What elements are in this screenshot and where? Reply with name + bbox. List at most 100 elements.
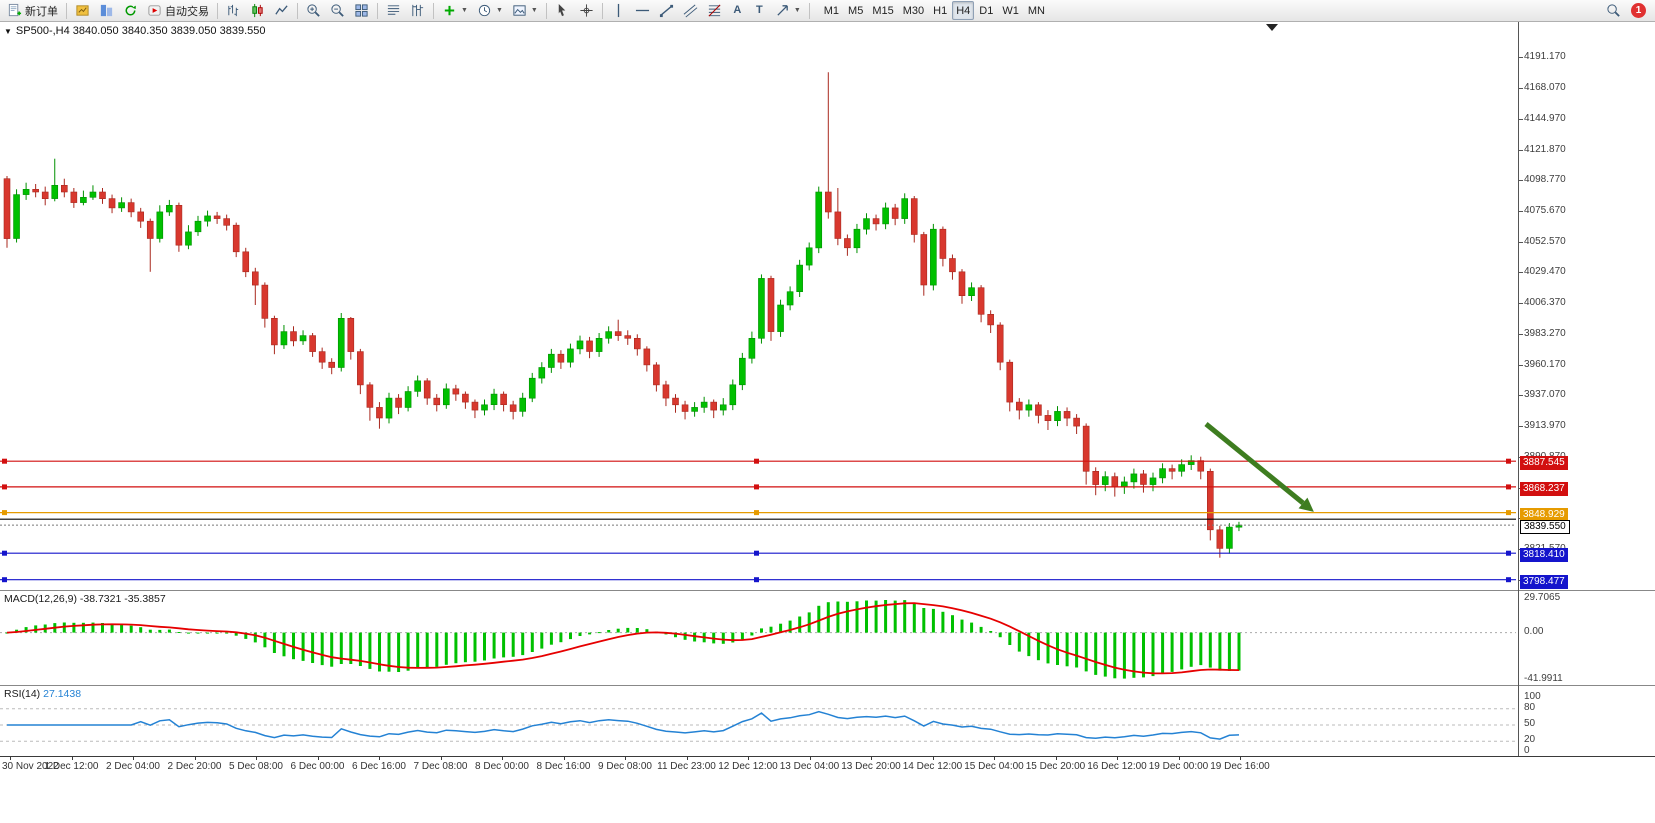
profiles-button[interactable]: [95, 1, 118, 20]
hline-handle[interactable]: [754, 510, 759, 516]
candle-up: [1101, 476, 1109, 485]
arrows-button[interactable]: ▼: [771, 1, 805, 20]
timeframe-M1[interactable]: M1: [820, 1, 843, 20]
macd-histogram-bar: [511, 632, 515, 657]
annotation-arrow-head[interactable]: [1298, 497, 1314, 512]
candle-down: [213, 215, 221, 219]
time-tick-label: 30 Nov 2022: [2, 761, 59, 772]
new-chart-button[interactable]: [71, 1, 94, 20]
macd-histogram-bar: [1237, 632, 1241, 671]
trendline-button[interactable]: [655, 1, 678, 20]
time-axis[interactable]: 30 Nov 2022 1 Dec 12:00 2 Dec 04:00 2 Dec 2…: [0, 756, 1655, 778]
main-chart-area[interactable]: ▼ SP500-,H4 3840.050 3840.350 3839.050 3…: [0, 22, 1516, 590]
chart-shift-marker[interactable]: [1266, 24, 1278, 31]
hline-handle[interactable]: [1506, 577, 1511, 583]
zoom-in-button[interactable]: [302, 1, 325, 20]
price-tick-label: 4075.670: [1524, 205, 1566, 217]
hline-handle[interactable]: [754, 550, 759, 556]
notification-badge[interactable]: 1: [1631, 3, 1646, 18]
hline-handle[interactable]: [1506, 550, 1511, 556]
crosshair-button[interactable]: [575, 1, 598, 20]
timeframe-M30[interactable]: M30: [899, 1, 928, 20]
auto-trading-button[interactable]: 自动交易: [143, 1, 213, 20]
indicators-button[interactable]: ▼: [438, 1, 472, 20]
text-button[interactable]: A: [727, 1, 748, 20]
macd-histogram-bar: [530, 632, 534, 652]
macd-histogram-bar: [559, 632, 563, 643]
refresh-button[interactable]: [119, 1, 142, 20]
macd-histogram-bar: [435, 632, 439, 667]
arrange-columns-button[interactable]: [406, 1, 429, 20]
price-axis[interactable]: 4191.170 4168.070 4144.970 4121.870 4098.770…: [1518, 22, 1655, 756]
candle-down: [844, 238, 851, 249]
hline-handle[interactable]: [2, 458, 7, 464]
chevron-down-icon: ▼: [793, 7, 801, 14]
label-button[interactable]: T: [749, 1, 770, 20]
search-button[interactable]: [1602, 1, 1625, 20]
timeframe-M15[interactable]: M15: [868, 1, 897, 20]
macd-histogram-bar: [874, 600, 878, 633]
timeframe-MN[interactable]: MN: [1024, 1, 1049, 20]
macd-histogram-bar: [483, 632, 486, 661]
price-tick-label: 3960.170: [1524, 358, 1566, 370]
timeframe-H1[interactable]: H1: [929, 1, 951, 20]
macd-chart[interactable]: [0, 591, 1516, 685]
hline-handle[interactable]: [754, 458, 759, 464]
time-tick: [379, 757, 380, 760]
macd-histogram-bar: [951, 615, 954, 633]
macd-histogram-bar: [330, 632, 334, 667]
arrange-list-button[interactable]: [382, 1, 405, 20]
price-tick-label: 3937.070: [1524, 389, 1566, 401]
macd-histogram-bar: [397, 632, 401, 672]
templates-button[interactable]: ▼: [508, 1, 542, 20]
timeframe-H4[interactable]: H4: [952, 1, 975, 20]
hline-handle[interactable]: [1506, 458, 1511, 464]
channel-button[interactable]: [679, 1, 702, 20]
rsi-panel[interactable]: RSI(14) 27.1438: [0, 685, 1655, 756]
periods-button[interactable]: ▼: [473, 1, 507, 20]
macd-histogram-bar: [635, 628, 639, 633]
cursor-button[interactable]: [551, 1, 574, 20]
candle-down: [987, 313, 994, 326]
time-tick: [563, 757, 565, 760]
hline-handle[interactable]: [1506, 510, 1511, 516]
title-dropdown-icon[interactable]: ▼: [4, 26, 12, 36]
candlestick-chart[interactable]: [0, 22, 1516, 590]
fibonacci-button[interactable]: [703, 1, 726, 20]
bar-chart-button[interactable]: [222, 1, 245, 20]
macd-histogram-bar: [1142, 632, 1145, 678]
timeframe-D1[interactable]: D1: [975, 1, 997, 20]
timeframe-M5[interactable]: M5: [844, 1, 867, 20]
hline-handle[interactable]: [754, 577, 759, 583]
macd-panel[interactable]: MACD(12,26,9) -38.7321 -35.3857: [0, 590, 1655, 685]
rsi-chart[interactable]: [0, 686, 1516, 756]
candle-up: [786, 291, 794, 306]
candle-chart-button[interactable]: [246, 1, 269, 20]
hline-handle[interactable]: [2, 510, 7, 516]
hline-handle[interactable]: [2, 550, 7, 556]
vertical-line-button[interactable]: [607, 1, 630, 20]
hline-handle[interactable]: [2, 577, 7, 583]
macd-histogram-bar: [597, 632, 601, 634]
axis-tick: [1519, 180, 1523, 181]
macd-histogram-bar: [263, 632, 267, 648]
hline-handle[interactable]: [754, 484, 759, 490]
horizontal-line-button[interactable]: [631, 1, 654, 20]
candle-down: [824, 191, 832, 213]
line-chart-button[interactable]: [270, 1, 293, 20]
annotation-arrow-shaft[interactable]: [1204, 422, 1305, 505]
time-tick: [748, 757, 749, 760]
macd-histogram-bar: [884, 600, 888, 633]
zoom-out-button[interactable]: [326, 1, 349, 20]
hline-handle[interactable]: [2, 484, 7, 490]
hline-handle[interactable]: [1506, 484, 1511, 490]
candle-down: [996, 324, 1004, 363]
tile-windows-button[interactable]: [350, 1, 373, 20]
new-order-button[interactable]: 新订单: [3, 1, 62, 20]
axis-tick: [1519, 365, 1523, 366]
candle-down: [357, 351, 364, 386]
timeframe-W1[interactable]: W1: [998, 1, 1023, 20]
search-icon: [1607, 4, 1620, 17]
price-tick-label: 4006.370: [1524, 297, 1566, 309]
